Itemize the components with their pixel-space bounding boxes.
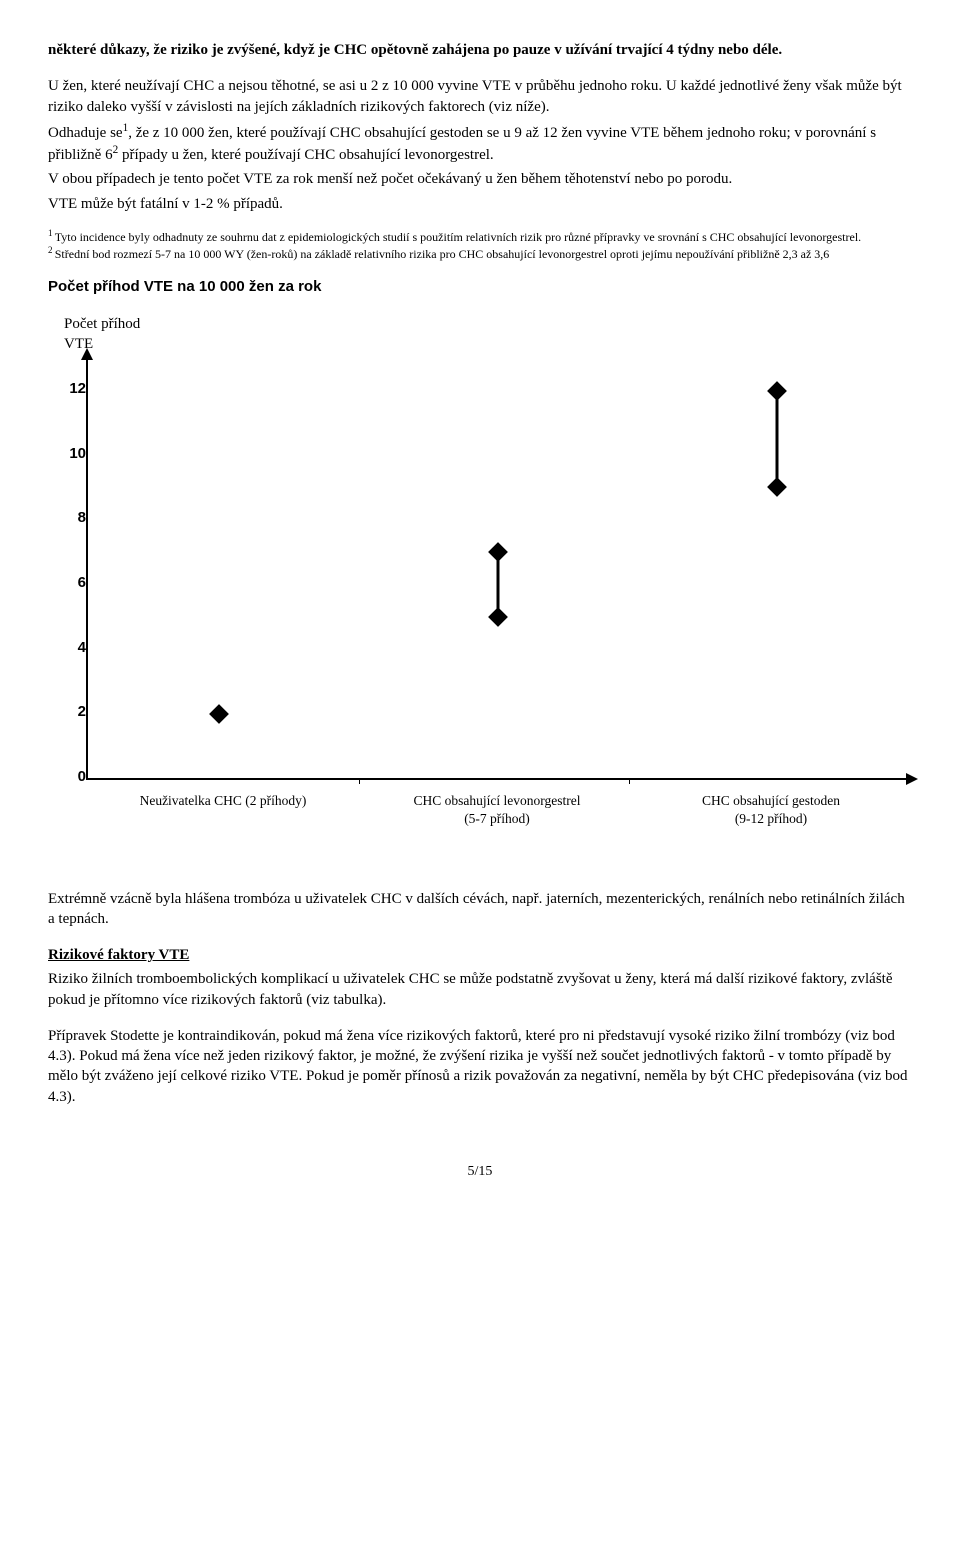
post-p1: Extrémně vzácně byla hlášena trombóza u … bbox=[48, 889, 912, 930]
intro-p2: Odhaduje se1, že z 10 000 žen, které pou… bbox=[48, 121, 912, 166]
yaxis-title-l1: Počet příhod bbox=[64, 316, 140, 332]
intro-p2a: Odhaduje se bbox=[48, 125, 123, 141]
vte-chart: Počet příhod VTE 12 10 8 6 4 2 0 Neuživatelka … bbox=[48, 315, 908, 828]
x-label: Neuživatelka CHC (2 příhody) bbox=[86, 792, 360, 828]
fn1-num: 1 bbox=[48, 228, 55, 238]
data-marker bbox=[488, 607, 508, 627]
plot-area bbox=[86, 358, 908, 780]
x-label: CHC obsahující levonorgestrel(5-7 příhod… bbox=[360, 792, 634, 828]
y-tick: 12 bbox=[69, 379, 86, 399]
x-category-labels: Neuživatelka CHC (2 příhody)CHC obsahují… bbox=[86, 792, 908, 828]
intro-p1: U žen, které neužívají CHC a nejsou těho… bbox=[48, 76, 912, 117]
arrow-right-icon bbox=[906, 773, 918, 785]
y-tick: 10 bbox=[69, 444, 86, 464]
data-marker bbox=[488, 542, 508, 562]
data-marker bbox=[209, 704, 229, 724]
risk-heading: Rizikové faktory VTE bbox=[48, 945, 912, 965]
x-label: CHC obsahující gestoden(9-12 příhod) bbox=[634, 792, 908, 828]
intro-bold: některé důkazy, že riziko je zvýšené, kd… bbox=[48, 40, 912, 60]
arrow-up-icon bbox=[81, 348, 93, 360]
y-tick: 8 bbox=[78, 508, 86, 528]
intro-p2c: případy u žen, které používají CHC obsah… bbox=[118, 147, 493, 163]
fn1-text: Tyto incidence byly odhadnuty ze souhrnu… bbox=[55, 230, 861, 244]
page-number: 5/15 bbox=[48, 1163, 912, 1182]
chart-heading: Počet příhod VTE na 10 000 žen za rok bbox=[48, 277, 912, 297]
fn2-text: Střední bod rozmezí 5-7 na 10 000 WY (že… bbox=[55, 247, 830, 261]
fn2-num: 2 bbox=[48, 245, 55, 255]
intro-p3: V obou případech je tento počet VTE za r… bbox=[48, 169, 912, 189]
post-p2: Riziko žilních tromboembolických komplik… bbox=[48, 969, 912, 1010]
y-tick: 2 bbox=[78, 702, 86, 722]
data-marker bbox=[767, 478, 787, 498]
intro-p4: VTE může být fatální v 1-2 % případů. bbox=[48, 194, 912, 214]
data-marker bbox=[767, 381, 787, 401]
yaxis-title: Počet příhod VTE bbox=[64, 315, 908, 354]
y-tick: 4 bbox=[78, 638, 86, 658]
y-tick-labels: 121086420 bbox=[48, 358, 86, 778]
y-tick: 6 bbox=[78, 573, 86, 593]
x-tick bbox=[359, 778, 360, 784]
risk-heading-text: Rizikové faktory VTE bbox=[48, 947, 189, 963]
y-tick: 0 bbox=[78, 767, 86, 787]
post-p3: Přípravek Stodette je kontraindikován, p… bbox=[48, 1026, 912, 1107]
range-bar bbox=[775, 391, 778, 488]
x-tick bbox=[629, 778, 630, 784]
footnotes: 1 Tyto incidence byly odhadnuty ze souhr… bbox=[48, 228, 912, 263]
